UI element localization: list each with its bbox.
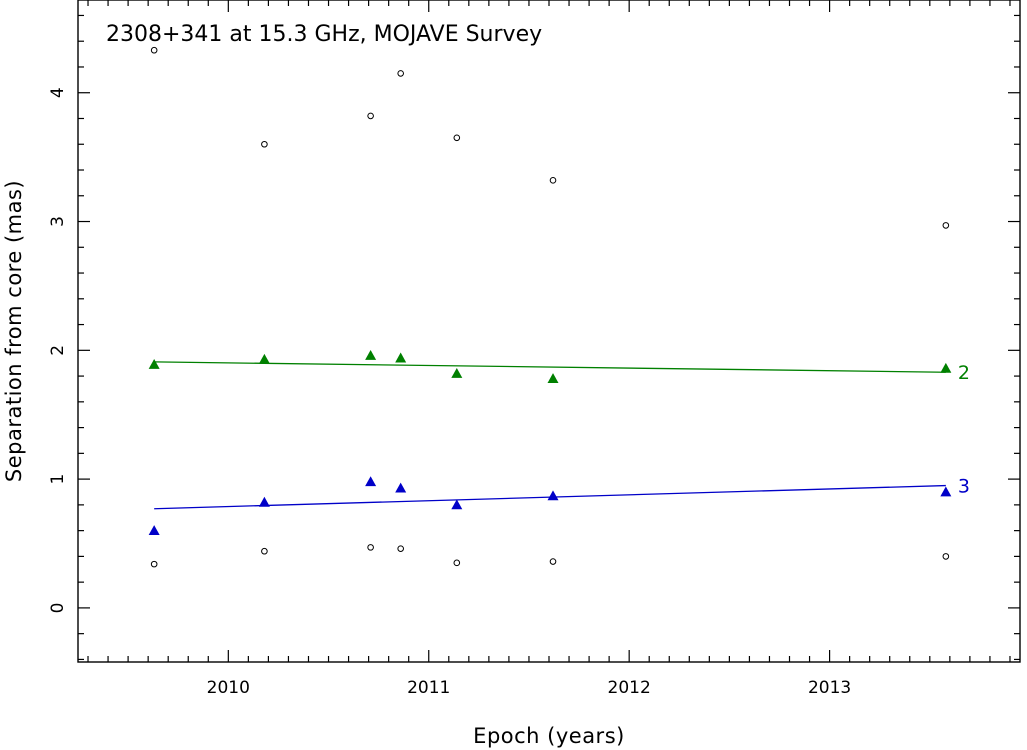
x-tick-label: 2012: [608, 678, 651, 698]
data-point-circle: [261, 140, 268, 148]
y-tick-label: 4: [48, 87, 68, 98]
data-point-circle: [261, 547, 268, 555]
data-points: [148, 46, 952, 568]
plot-frame: [77, 0, 1021, 663]
data-point-triangle-2: [547, 373, 559, 384]
data-point-triangle-2: [365, 349, 377, 360]
chart-title: 2308+341 at 15.3 GHz, MOJAVE Survey: [106, 22, 542, 47]
data-point-circle: [367, 544, 374, 551]
data-point-triangle-2: [148, 358, 160, 369]
data-point-triangle-2: [451, 368, 463, 378]
data-point-circle: [549, 177, 557, 184]
data-point-triangle-3: [365, 476, 377, 487]
data-point-circle: [942, 553, 950, 560]
data-point-triangle-3: [395, 482, 407, 493]
data-point-triangle-3: [940, 486, 952, 497]
data-point-circle: [367, 112, 374, 120]
x-axis-label: Epoch (years): [473, 724, 625, 748]
y-axis-label: Separation from core (mas): [2, 180, 26, 482]
data-point-circle: [549, 558, 557, 565]
y-tick-label: 3: [48, 216, 68, 227]
data-point-triangle-3: [451, 499, 463, 510]
data-point-triangle-2: [940, 362, 952, 373]
x-tick-label: 2010: [207, 678, 250, 698]
series-labels: 23: [958, 362, 970, 497]
y-tick-label: 1: [48, 474, 68, 485]
fit-lines: [154, 361, 946, 510]
data-point-circle: [942, 222, 950, 229]
data-point-circle: [150, 560, 158, 568]
fit-line-2: [154, 361, 946, 373]
data-point-circle: [453, 559, 461, 567]
data-point-triangle-3: [547, 490, 559, 501]
data-point-triangle-2: [258, 353, 270, 364]
x-tick-label: 2013: [808, 678, 851, 698]
y-tick-label: 0: [48, 602, 68, 613]
y-tick-label: 2: [48, 345, 68, 356]
series-label-2: 2: [958, 362, 970, 384]
x-tick-label: 2011: [407, 678, 450, 698]
data-point-triangle-3: [148, 525, 160, 536]
data-point-triangle-3: [258, 496, 270, 507]
data-point-circle: [150, 46, 158, 54]
data-point-triangle-2: [395, 352, 407, 363]
data-point-circle: [453, 134, 461, 142]
data-point-circle: [397, 70, 404, 77]
data-point-circle: [397, 545, 404, 552]
series-label-3: 3: [958, 476, 970, 498]
